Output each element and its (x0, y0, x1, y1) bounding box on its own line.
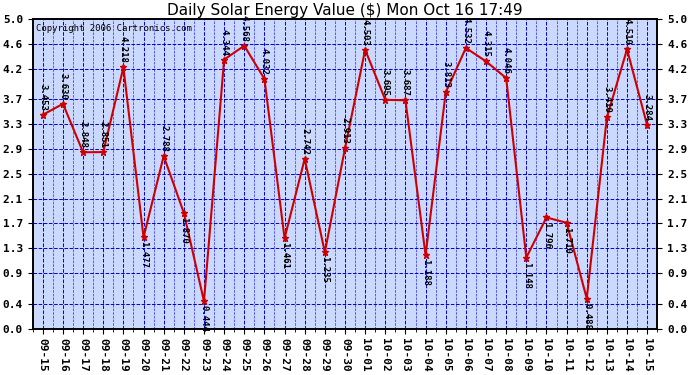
Text: 0.488: 0.488 (582, 303, 591, 330)
Text: 2.742: 2.742 (300, 128, 309, 154)
Text: 1.870: 1.870 (179, 217, 188, 244)
Text: 0.444: 0.444 (199, 305, 208, 332)
Text: 3.687: 3.687 (401, 69, 410, 96)
Text: 3.695: 3.695 (381, 69, 390, 96)
Text: 4.568: 4.568 (239, 15, 249, 42)
Text: 4.344: 4.344 (219, 28, 228, 56)
Text: 4.503: 4.503 (361, 19, 370, 46)
Text: 1.235: 1.235 (320, 256, 329, 283)
Text: 3.410: 3.410 (602, 86, 611, 113)
Text: 1.796: 1.796 (542, 222, 551, 249)
Text: 2.848: 2.848 (79, 121, 88, 148)
Text: 1.148: 1.148 (522, 262, 531, 289)
Text: 3.284: 3.284 (642, 94, 651, 121)
Text: 4.510: 4.510 (622, 18, 631, 45)
Text: 4.315: 4.315 (482, 30, 491, 57)
Text: 1.188: 1.188 (421, 259, 430, 286)
Text: 2.788: 2.788 (159, 125, 168, 152)
Text: 2.913: 2.913 (340, 117, 350, 144)
Text: 1.710: 1.710 (562, 227, 571, 254)
Text: 4.218: 4.218 (119, 36, 128, 63)
Text: 2.851: 2.851 (99, 121, 108, 148)
Text: 4.032: 4.032 (260, 48, 269, 75)
Text: 3.453: 3.453 (39, 84, 48, 111)
Text: 3.813: 3.813 (441, 62, 451, 88)
Title: Daily Solar Energy Value ($) Mon Oct 16 17:49: Daily Solar Energy Value ($) Mon Oct 16 … (167, 3, 523, 18)
Text: Copyright 2006 Cartronics.com: Copyright 2006 Cartronics.com (36, 24, 192, 33)
Text: 1.477: 1.477 (139, 242, 148, 268)
Text: 4.046: 4.046 (502, 47, 511, 74)
Text: 4.532: 4.532 (462, 17, 471, 44)
Text: 1.461: 1.461 (280, 242, 289, 269)
Text: 3.630: 3.630 (59, 73, 68, 100)
